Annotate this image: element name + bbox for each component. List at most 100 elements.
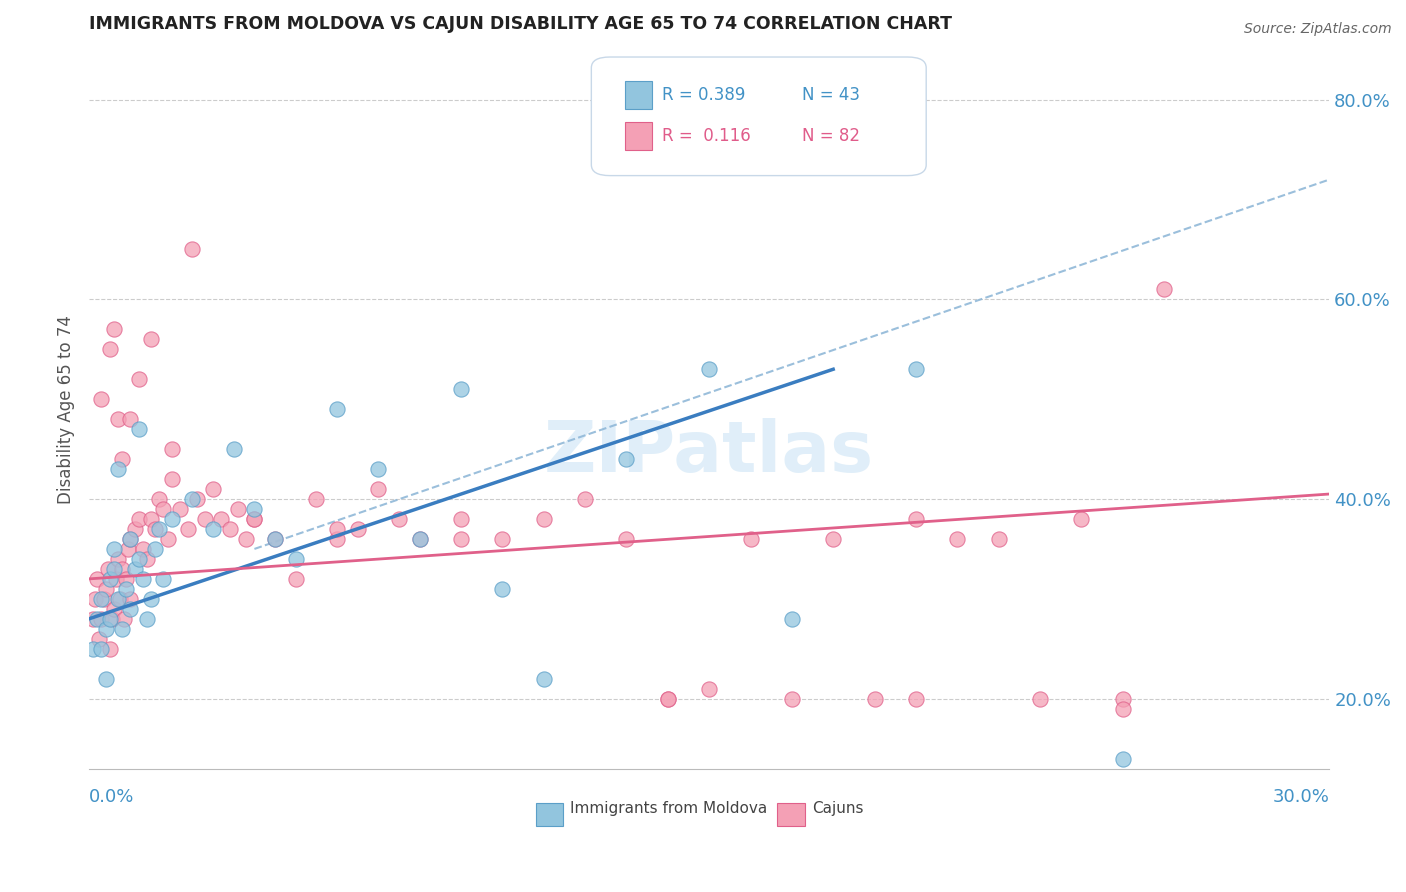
- Point: [103, 602, 125, 616]
- Point: [128, 372, 150, 386]
- Point: [94, 622, 117, 636]
- FancyBboxPatch shape: [624, 122, 652, 150]
- Point: [120, 532, 142, 546]
- Point: [222, 442, 245, 456]
- Point: [115, 572, 138, 586]
- Point: [326, 402, 349, 417]
- Point: [186, 491, 208, 506]
- Point: [94, 672, 117, 686]
- Point: [107, 552, 129, 566]
- Point: [697, 362, 720, 376]
- Point: [86, 572, 108, 586]
- Point: [823, 532, 845, 546]
- Point: [1111, 751, 1133, 765]
- Point: [987, 532, 1010, 546]
- Point: [450, 532, 472, 546]
- Point: [103, 562, 125, 576]
- Point: [1153, 282, 1175, 296]
- Point: [136, 612, 159, 626]
- Point: [98, 641, 121, 656]
- Point: [101, 612, 124, 626]
- Point: [120, 591, 142, 606]
- Point: [103, 322, 125, 336]
- Text: N = 43: N = 43: [803, 87, 860, 104]
- Point: [93, 591, 115, 606]
- Point: [152, 572, 174, 586]
- Point: [243, 512, 266, 526]
- Point: [94, 582, 117, 596]
- Point: [104, 572, 127, 586]
- Text: N = 82: N = 82: [803, 127, 860, 145]
- Point: [697, 681, 720, 696]
- Point: [108, 591, 131, 606]
- Point: [128, 512, 150, 526]
- Point: [98, 343, 121, 357]
- Point: [264, 532, 287, 546]
- Point: [284, 552, 307, 566]
- Point: [82, 641, 104, 656]
- Point: [1111, 701, 1133, 715]
- Point: [326, 532, 349, 546]
- Point: [209, 512, 232, 526]
- Point: [1111, 691, 1133, 706]
- Point: [82, 612, 104, 626]
- FancyBboxPatch shape: [536, 803, 562, 826]
- Point: [90, 641, 112, 656]
- Point: [243, 512, 266, 526]
- Point: [904, 691, 927, 706]
- Point: [284, 572, 307, 586]
- Point: [780, 612, 803, 626]
- Point: [326, 522, 349, 536]
- Point: [112, 612, 135, 626]
- Point: [177, 522, 200, 536]
- Point: [115, 582, 138, 596]
- Point: [132, 541, 155, 556]
- Point: [107, 412, 129, 426]
- Text: 30.0%: 30.0%: [1272, 789, 1329, 806]
- Text: Immigrants from Moldova: Immigrants from Moldova: [571, 800, 768, 815]
- Point: [491, 582, 513, 596]
- Point: [148, 522, 170, 536]
- FancyBboxPatch shape: [592, 57, 927, 176]
- Point: [226, 502, 249, 516]
- Point: [946, 532, 969, 546]
- Point: [120, 412, 142, 426]
- Point: [491, 532, 513, 546]
- Text: Source: ZipAtlas.com: Source: ZipAtlas.com: [1244, 22, 1392, 37]
- Text: 0.0%: 0.0%: [89, 789, 135, 806]
- Point: [533, 512, 555, 526]
- Point: [863, 691, 886, 706]
- Point: [1070, 512, 1092, 526]
- Point: [89, 632, 111, 646]
- FancyBboxPatch shape: [778, 803, 804, 826]
- Point: [780, 691, 803, 706]
- Point: [98, 612, 121, 626]
- Point: [904, 512, 927, 526]
- Point: [409, 532, 432, 546]
- Point: [367, 462, 389, 476]
- Point: [202, 522, 225, 536]
- Point: [450, 382, 472, 396]
- Point: [107, 462, 129, 476]
- Point: [139, 332, 162, 346]
- Point: [128, 552, 150, 566]
- Point: [657, 691, 679, 706]
- Point: [143, 522, 166, 536]
- Point: [124, 522, 146, 536]
- Point: [111, 452, 134, 467]
- Point: [616, 532, 638, 546]
- Point: [305, 491, 328, 506]
- Point: [136, 552, 159, 566]
- Point: [120, 532, 142, 546]
- Point: [86, 612, 108, 626]
- Point: [243, 502, 266, 516]
- Point: [103, 541, 125, 556]
- Point: [90, 392, 112, 407]
- FancyBboxPatch shape: [624, 81, 652, 109]
- Point: [169, 502, 191, 516]
- Point: [156, 532, 179, 546]
- Point: [120, 602, 142, 616]
- Point: [152, 502, 174, 516]
- Text: R = 0.389: R = 0.389: [662, 87, 745, 104]
- Text: R =  0.116: R = 0.116: [662, 127, 751, 145]
